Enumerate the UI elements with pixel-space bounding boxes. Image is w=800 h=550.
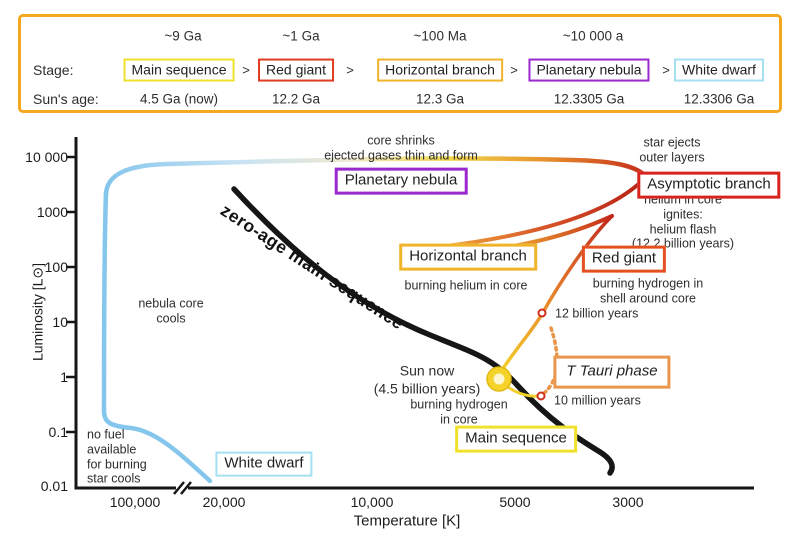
helium-flash-note: helium in core ignites: helium flash (12…: [631, 192, 735, 251]
duration-main-sequence: ~9 Ga: [164, 28, 202, 44]
white-dwarf-cooling-track: [101, 189, 213, 484]
age-white-dwarf: 12.3306 Ga: [683, 91, 755, 107]
no-fuel-note: no fuel available for burning star cools: [87, 427, 147, 486]
x-tick-10000: 10,000: [350, 494, 394, 510]
y-tick-10: 10: [52, 314, 68, 330]
burning-helium-note: burning helium in core: [404, 278, 528, 293]
duration-planetary-nebula: ~10 000 a: [562, 28, 624, 44]
duration-horizontal-branch: ~100 Ma: [413, 28, 467, 44]
y-axis-ticks: [66, 155, 76, 434]
stage-box-white-dwarf: White dwarf: [674, 58, 764, 82]
x-tick-3000: 3000: [612, 494, 644, 510]
asymptotic-branch-chart-box: Asymptotic branch: [637, 171, 781, 199]
y-tick-1000: 1000: [36, 204, 68, 220]
age-horizontal-branch: 12.3 Ga: [415, 91, 465, 107]
planetary-nebula-chart-box: Planetary nebula: [334, 167, 468, 195]
star-ejects-note: star ejects outer layers: [639, 135, 705, 164]
stage-separator: >: [346, 62, 354, 78]
planetary-nebula-track: [103, 156, 649, 197]
y-tick-0-1: 0.1: [48, 424, 68, 440]
axes-lines: [74, 137, 754, 490]
burning-hydrogen-core-note: burning hydrogen in core: [410, 397, 508, 426]
age-red-giant: 12.2 Ga: [271, 91, 321, 107]
y-tick-1: 1: [60, 369, 68, 385]
twelve-billion-years-marker: [537, 308, 547, 318]
x-tick-100000: 100,000: [109, 494, 161, 510]
age-planetary-nebula: 12.3305 Ga: [553, 91, 625, 107]
nebula-cools-note: nebula core cools: [138, 296, 204, 325]
main-sequence-chart-box: Main sequence: [455, 425, 577, 453]
ten-million-years-marker: [536, 391, 546, 401]
white-dwarf-chart-box: White dwarf: [215, 451, 313, 477]
stage-separator: >: [510, 62, 518, 78]
red-giant-chart-box: Red giant: [581, 245, 667, 273]
stage-separator: >: [662, 62, 670, 78]
x-tick-20000: 20,000: [202, 494, 246, 510]
age-main-sequence: 4.5 Ga (now): [139, 91, 219, 107]
horizontal-branch-chart-box: Horizontal branch: [399, 243, 537, 271]
y-tick-0-01: 0.01: [40, 478, 68, 494]
x-axis-break: [173, 481, 192, 495]
stage-table: Stage: Sun's age: ~9 Ga ~1 Ga ~100 Ma ~1…: [18, 14, 782, 113]
core-shrinks-note: core shrinks ejected gases thin and form: [324, 133, 478, 162]
x-axis-title: Temperature [K]: [353, 512, 461, 530]
t-tauri-chart-box: T Tauri phase: [553, 355, 671, 389]
y-tick-100: 100: [44, 259, 68, 275]
stage-row-label: Stage:: [33, 62, 74, 78]
y-tick-10000: 10 000: [25, 149, 68, 165]
asymptotic-branch-track: [436, 175, 648, 249]
sun-now-label: Sun now (4.5 billion years): [373, 362, 481, 397]
age-row-label: Sun's age:: [33, 91, 99, 107]
sun-marker-core: [493, 373, 505, 385]
stage-box-horizontal-branch: Horizontal branch: [377, 58, 503, 82]
stage-box-main-sequence: Main sequence: [123, 58, 235, 82]
y-axis-title: Luminosity [L⊙]: [29, 262, 46, 362]
stage-separator: >: [242, 62, 250, 78]
x-tick-5000: 5000: [499, 494, 531, 510]
stage-box-planetary-nebula: Planetary nebula: [528, 58, 650, 82]
duration-red-giant: ~1 Ga: [282, 28, 320, 44]
burning-hydrogen-shell-note: burning hydrogen in shell around core: [592, 276, 704, 305]
twelve-billion-years-label: 12 billion years: [555, 306, 639, 321]
ten-million-years-label: 10 million years: [554, 393, 641, 408]
stage-box-red-giant: Red giant: [258, 58, 334, 82]
